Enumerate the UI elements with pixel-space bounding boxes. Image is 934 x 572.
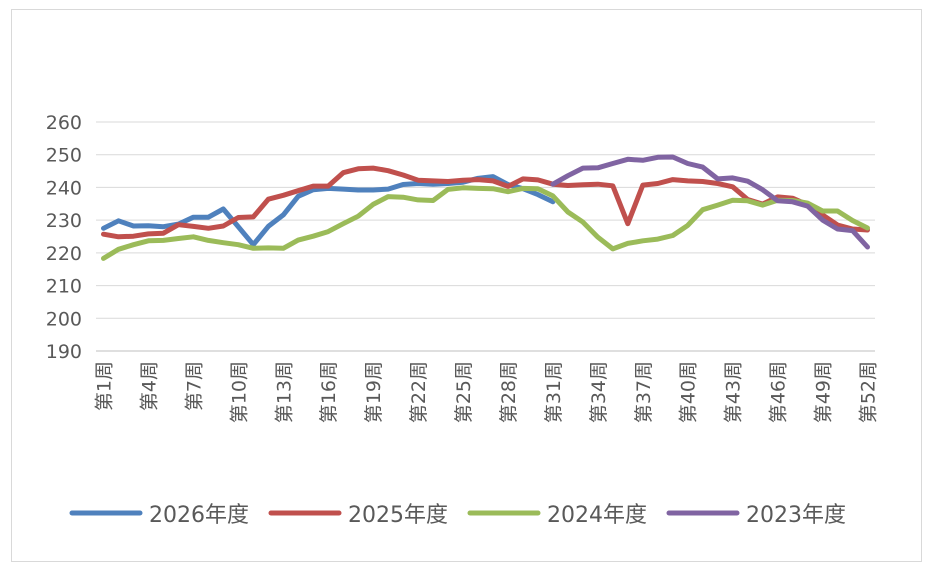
legend-label: 2024年度 bbox=[547, 503, 647, 528]
x-tick-label: 第4周 bbox=[138, 361, 160, 411]
y-tick-label: 200 bbox=[46, 308, 82, 330]
y-tick-label: 220 bbox=[46, 243, 82, 265]
x-tick-label: 第22周 bbox=[408, 361, 430, 423]
x-tick-label: 第28周 bbox=[498, 361, 520, 423]
x-axis-ticks: 第1周 第4周 第7周 第10周 第13周 第16周 第19周 第22周 第25周 第28周 第31… bbox=[93, 361, 879, 423]
x-tick-label: 第31周 bbox=[543, 361, 565, 423]
x-tick-label: 第16周 bbox=[318, 361, 340, 423]
y-tick-label: 240 bbox=[46, 177, 82, 199]
x-tick-label: 第19周 bbox=[363, 361, 385, 423]
legend: 2026年度 2025年度 2024年度 2023年度 bbox=[69, 503, 846, 528]
x-tick-label: 第49周 bbox=[813, 361, 835, 423]
series-line-2023年度 bbox=[550, 154, 870, 250]
y-tick-label: 260 bbox=[46, 112, 82, 134]
legend-label: 2023年度 bbox=[746, 503, 846, 528]
x-tick-label: 第40周 bbox=[678, 361, 700, 423]
legend-label: 2026年度 bbox=[149, 503, 249, 528]
x-tick-label: 第34周 bbox=[588, 361, 610, 423]
y-tick-label: 250 bbox=[46, 145, 82, 167]
x-tick-label: 第52周 bbox=[858, 361, 880, 423]
x-tick-label: 第7周 bbox=[183, 361, 205, 411]
series-line-2024年度 bbox=[101, 185, 870, 261]
series-lines bbox=[101, 154, 870, 261]
x-tick-label: 第25周 bbox=[453, 361, 475, 423]
x-tick-label: 第1周 bbox=[93, 361, 115, 411]
y-axis-ticks: 190 200 210 220 230 240 250 260 bbox=[46, 112, 82, 363]
x-tick-label: 第37周 bbox=[633, 361, 655, 423]
gridlines bbox=[96, 121, 875, 352]
legend-label: 2025年度 bbox=[348, 503, 448, 528]
x-tick-label: 第43周 bbox=[723, 361, 745, 423]
y-tick-label: 230 bbox=[46, 210, 82, 232]
y-tick-label: 190 bbox=[46, 341, 82, 363]
y-tick-label: 210 bbox=[46, 276, 82, 298]
x-tick-label: 第46周 bbox=[768, 361, 790, 423]
x-tick-label: 第13周 bbox=[273, 361, 295, 423]
x-tick-label: 第10周 bbox=[228, 361, 250, 423]
series-line-2025年度 bbox=[101, 165, 870, 240]
